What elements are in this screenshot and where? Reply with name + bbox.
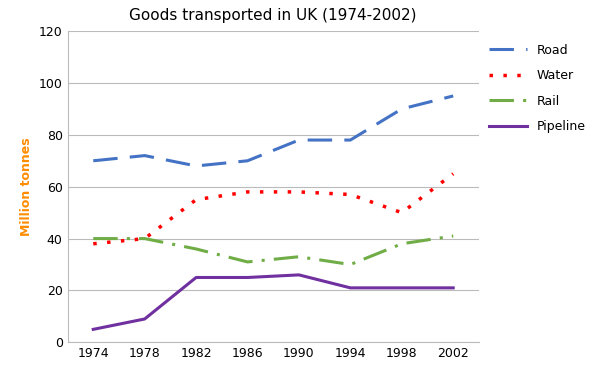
- Pipeline: [449, 286, 457, 290]
- Water: [398, 210, 405, 215]
- Rail: [347, 262, 354, 267]
- Pipeline: [90, 327, 97, 332]
- Title: Goods transported in UK (1974-2002): Goods transported in UK (1974-2002): [130, 8, 417, 23]
- Line: Rail: Rail: [93, 236, 453, 265]
- Pipeline: [347, 286, 354, 290]
- Pipeline: [295, 273, 303, 277]
- Water: [192, 197, 200, 202]
- Road: [192, 164, 200, 168]
- Line: Road: Road: [93, 96, 453, 166]
- Rail: [398, 242, 405, 246]
- Line: Water: Water: [93, 174, 453, 244]
- Water: [295, 189, 303, 194]
- Rail: [192, 247, 200, 251]
- Rail: [90, 236, 97, 241]
- Rail: [449, 234, 457, 238]
- Pipeline: [398, 286, 405, 290]
- Road: [347, 138, 354, 142]
- Pipeline: [192, 275, 200, 280]
- Line: Pipeline: Pipeline: [93, 275, 453, 329]
- Road: [244, 158, 251, 163]
- Pipeline: [141, 317, 149, 321]
- Pipeline: [244, 275, 251, 280]
- Road: [295, 138, 303, 142]
- Road: [141, 153, 149, 158]
- Water: [347, 192, 354, 197]
- Water: [141, 236, 149, 241]
- Legend: Road, Water, Rail, Pipeline: Road, Water, Rail, Pipeline: [489, 44, 586, 133]
- Rail: [244, 259, 251, 264]
- Water: [449, 172, 457, 176]
- Rail: [295, 254, 303, 259]
- Y-axis label: Million tonnes: Million tonnes: [20, 137, 33, 236]
- Water: [244, 189, 251, 194]
- Rail: [141, 236, 149, 241]
- Road: [449, 94, 457, 98]
- Road: [398, 107, 405, 111]
- Road: [90, 158, 97, 163]
- Water: [90, 242, 97, 246]
